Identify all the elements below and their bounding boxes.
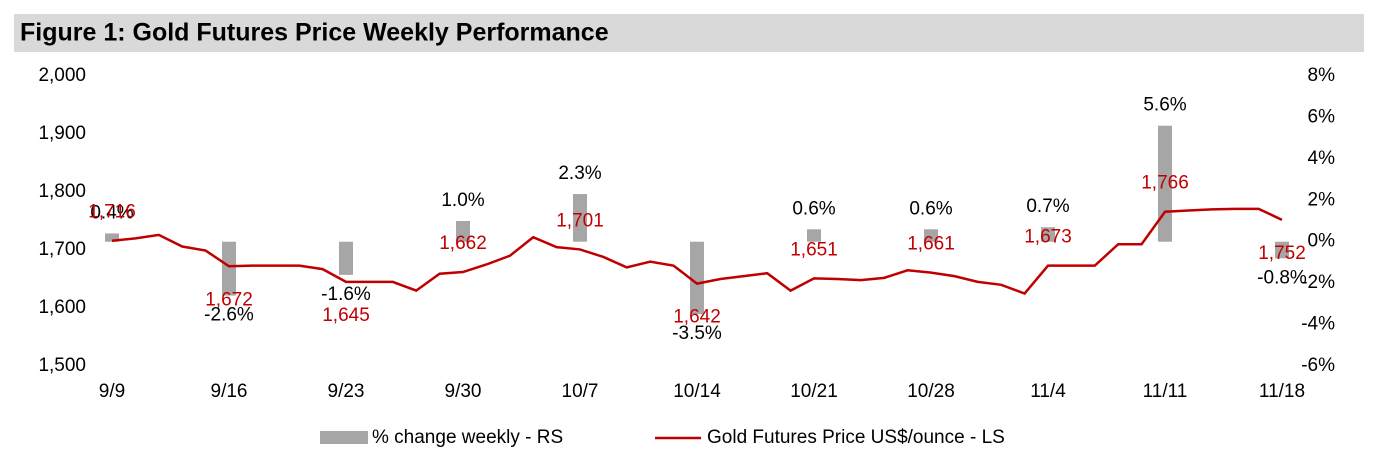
x-tick-label: 11/11 <box>1143 381 1188 402</box>
y2-tick-label: -6% <box>1301 355 1335 376</box>
bar <box>690 241 704 315</box>
bar <box>105 233 119 242</box>
legend-label: % change weekly - RS <box>372 427 563 448</box>
y-tick-label: 1,800 <box>38 181 86 202</box>
bar <box>1275 241 1289 259</box>
bar-value-label: 5.6% <box>1143 95 1186 116</box>
bar <box>573 194 587 242</box>
chart-title: Figure 1: Gold Futures Price Weekly Perf… <box>20 19 609 47</box>
y-tick-label: 1,500 <box>38 355 86 376</box>
bar-value-label: 2.3% <box>558 163 601 184</box>
y2-tick-label: -2% <box>1301 272 1335 293</box>
bar <box>807 229 821 242</box>
y-tick-label: 1,700 <box>38 239 86 260</box>
y2-tick-label: 0% <box>1308 231 1336 252</box>
y2-tick-label: -4% <box>1301 314 1335 335</box>
bar <box>1041 227 1055 242</box>
x-tick-label: 9/9 <box>99 381 125 402</box>
bar <box>222 241 236 296</box>
bar-value-label: 1.0% <box>441 190 484 211</box>
line-value-label: 1,716 <box>88 202 136 223</box>
y2-tick-label: 6% <box>1308 106 1336 127</box>
bar <box>924 229 938 242</box>
line-value-label: 1,672 <box>205 289 253 310</box>
line-value-label: 1,701 <box>556 210 604 231</box>
line-value-label: 1,642 <box>673 307 721 328</box>
bar-value-label: -0.8% <box>1257 267 1307 288</box>
legend-swatch <box>320 431 368 444</box>
bar-value-label: 0.7% <box>1026 196 1069 217</box>
y2-tick-label: 8% <box>1308 65 1336 86</box>
x-tick-label: 10/7 <box>562 381 599 402</box>
x-tick-label: 9/23 <box>328 381 365 402</box>
bar-value-label: 0.6% <box>792 198 835 219</box>
bar-value-label: -2.6% <box>204 305 254 326</box>
line-value-label: 1,651 <box>790 239 838 260</box>
bar-value-label: 0.4% <box>90 202 133 223</box>
x-tick-label: 11/18 <box>1259 381 1305 402</box>
price-line <box>111 207 1283 295</box>
bar-value-label: -3.5% <box>672 323 722 344</box>
x-tick-label: 10/14 <box>673 381 721 402</box>
x-tick-label: 10/21 <box>790 381 838 402</box>
bar-value-label: 0.6% <box>909 198 952 219</box>
y-tick-label: 1,900 <box>38 123 86 144</box>
x-tick-label: 9/16 <box>211 381 248 402</box>
x-tick-label: 9/30 <box>445 381 482 402</box>
line-value-label: 1,645 <box>322 305 370 326</box>
bar <box>456 221 470 242</box>
x-tick-label: 11/4 <box>1030 381 1066 402</box>
line-value-label: 1,661 <box>907 234 955 255</box>
y-tick-label: 1,600 <box>38 297 86 318</box>
line-value-label: 1,752 <box>1258 243 1306 264</box>
x-tick-label: 10/28 <box>907 381 955 402</box>
title-band <box>14 14 1364 52</box>
line-value-label: 1,673 <box>1024 227 1072 248</box>
y-tick-label: 2,000 <box>38 65 86 86</box>
line-value-label: 1,662 <box>439 233 487 254</box>
legend-label: Gold Futures Price US$/ounce - LS <box>707 427 1005 448</box>
y2-tick-label: 2% <box>1308 189 1336 210</box>
line-value-label: 1,766 <box>1141 173 1189 194</box>
bar-value-label: -1.6% <box>321 284 371 305</box>
bar <box>339 241 353 275</box>
y2-tick-label: 4% <box>1308 148 1336 169</box>
